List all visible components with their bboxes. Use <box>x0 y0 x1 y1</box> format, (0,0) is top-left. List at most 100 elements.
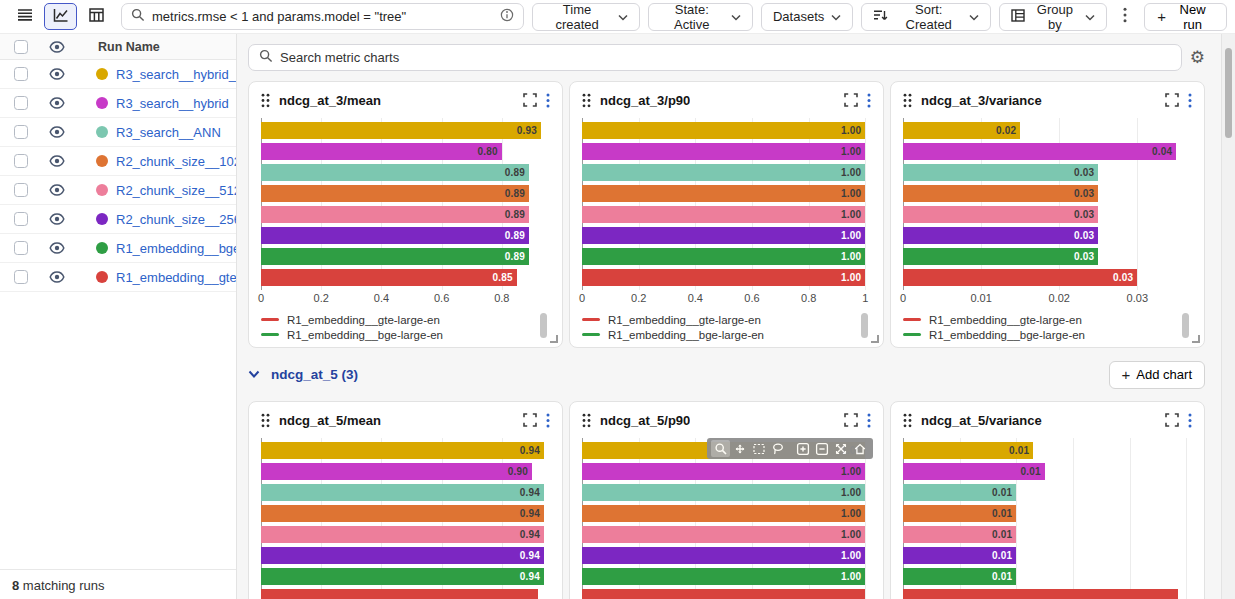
run-name-link[interactable]: R2_chunk_size__256 <box>116 212 236 227</box>
info-icon[interactable] <box>500 8 514 26</box>
chart-view-button[interactable] <box>44 3 77 30</box>
sort-dropdown[interactable]: Sort: Created <box>861 3 991 31</box>
legend-scrollbar-thumb[interactable] <box>1182 313 1189 338</box>
resize-handle[interactable] <box>871 335 879 343</box>
select-all-checkbox[interactable] <box>14 40 28 54</box>
vertical-scrollbar[interactable] <box>1221 34 1235 599</box>
datasets-dropdown[interactable]: Datasets <box>761 3 853 31</box>
expand-chart-icon[interactable] <box>844 93 858 107</box>
box-select-icon[interactable] <box>749 440 768 457</box>
bar: 1.00 <box>582 122 865 139</box>
zoom-out-icon[interactable] <box>812 440 831 457</box>
list-view-button[interactable] <box>8 3 41 30</box>
eye-icon[interactable] <box>48 242 66 254</box>
run-checkbox[interactable] <box>14 212 28 226</box>
chart-kebab-icon[interactable] <box>1188 93 1192 108</box>
legend-entry[interactable]: R1_embedding__gte-large-en <box>261 312 534 327</box>
expand-chart-icon[interactable] <box>1165 413 1179 427</box>
section-label[interactable]: ndcg_at_5 (3) <box>271 367 358 382</box>
resize-handle[interactable] <box>550 335 558 343</box>
legend-scrollbar-thumb[interactable] <box>861 313 868 338</box>
eye-icon[interactable] <box>48 213 66 225</box>
expand-chart-icon[interactable] <box>523 413 537 427</box>
legend-scrollbar-thumb[interactable] <box>540 313 547 338</box>
bar: 0.01 <box>903 442 1033 459</box>
legend-entry[interactable]: R1_embedding__bge-large-en <box>582 327 855 342</box>
group-by-dropdown[interactable]: Group by <box>999 3 1106 31</box>
bar: 0.01 <box>903 505 1016 522</box>
scrollbar-thumb[interactable] <box>1225 48 1232 138</box>
collapse-section-chevron-icon[interactable] <box>248 370 260 379</box>
zoom-in-icon[interactable] <box>793 440 812 457</box>
expand-chart-icon[interactable] <box>1165 93 1179 107</box>
autoscale-icon[interactable] <box>831 440 850 457</box>
bar-plot[interactable]: 1.001.001.001.001.001.001.001.00 <box>582 118 871 290</box>
eye-icon[interactable] <box>48 271 66 283</box>
eye-icon[interactable] <box>48 97 66 109</box>
run-checkbox[interactable] <box>14 183 28 197</box>
chart-kebab-icon[interactable] <box>867 413 871 428</box>
expand-chart-icon[interactable] <box>844 413 858 427</box>
time-created-dropdown[interactable]: Time created <box>532 3 640 31</box>
expand-chart-icon[interactable] <box>523 93 537 107</box>
bar-plot[interactable]: 1.001.001.001.001.001.001.00 <box>582 438 871 599</box>
legend-label: R1_embedding__bge-large-en <box>608 329 764 341</box>
gear-icon[interactable]: ⚙ <box>1190 49 1205 66</box>
matching-runs-footer: 8 matching runs <box>0 569 236 599</box>
chart-kebab-icon[interactable] <box>1188 413 1192 428</box>
plot-modebar <box>707 438 873 459</box>
eye-icon[interactable] <box>48 41 66 53</box>
run-row: R3_search__hybrid <box>0 89 236 118</box>
run-checkbox[interactable] <box>14 270 28 284</box>
run-checkbox[interactable] <box>14 96 28 110</box>
bar-plot[interactable]: 0.010.010.010.010.010.010.01 <box>903 438 1192 599</box>
run-checkbox[interactable] <box>14 154 28 168</box>
drag-handle-icon[interactable] <box>582 93 591 108</box>
resize-handle[interactable] <box>1192 335 1200 343</box>
add-chart-button[interactable]: + Add chart <box>1109 361 1205 389</box>
run-color-dot <box>96 155 108 167</box>
metric-charts-search-input[interactable]: Search metric charts <box>248 44 1182 71</box>
eye-icon[interactable] <box>48 126 66 138</box>
legend-entry[interactable]: R1_embedding__bge-large-en <box>261 327 534 342</box>
run-name-link[interactable]: R2_chunk_size__1024 <box>116 154 236 169</box>
run-name-link[interactable]: R1_embedding__bge-la... <box>116 241 236 256</box>
run-name-link[interactable]: R2_chunk_size__512 <box>116 183 236 198</box>
runs-search-input[interactable]: metrics.rmse < 1 and params.model = "tre… <box>121 3 524 30</box>
bar-plot[interactable]: 0.930.800.890.890.890.890.890.85 <box>261 118 550 290</box>
bar: 0.89 <box>261 206 529 223</box>
drag-handle-icon[interactable] <box>261 413 270 428</box>
reset-axes-icon[interactable] <box>850 440 869 457</box>
drag-handle-icon[interactable] <box>261 93 270 108</box>
new-run-button[interactable]: + New run <box>1144 3 1227 31</box>
bar-plot[interactable]: 0.940.900.940.940.940.940.94 <box>261 438 550 599</box>
zoom-icon[interactable] <box>711 440 730 457</box>
lasso-select-icon[interactable] <box>768 440 787 457</box>
run-name-link[interactable]: R3_search__hybrid_rer... <box>116 67 236 82</box>
drag-handle-icon[interactable] <box>903 93 912 108</box>
chart-title: ndcg_at_3/variance <box>921 93 1042 108</box>
search-icon <box>259 49 273 66</box>
legend-entry[interactable]: R1_embedding__gte-large-en <box>903 312 1176 327</box>
drag-handle-icon[interactable] <box>903 413 912 428</box>
chart-kebab-icon[interactable] <box>867 93 871 108</box>
run-checkbox[interactable] <box>14 125 28 139</box>
eye-icon[interactable] <box>48 184 66 196</box>
run-name-link[interactable]: R3_search__hybrid <box>116 96 229 111</box>
chart-kebab-icon[interactable] <box>546 93 550 108</box>
toolbar-kebab-menu[interactable] <box>1115 4 1137 30</box>
eye-icon[interactable] <box>48 68 66 80</box>
run-checkbox[interactable] <box>14 67 28 81</box>
chart-kebab-icon[interactable] <box>546 413 550 428</box>
legend-entry[interactable]: R1_embedding__bge-large-en <box>903 327 1176 342</box>
eye-icon[interactable] <box>48 155 66 167</box>
run-name-link[interactable]: R1_embedding__gte-lar... <box>116 270 236 285</box>
bar-plot[interactable]: 0.020.040.030.030.030.030.030.03 <box>903 118 1192 290</box>
drag-handle-icon[interactable] <box>582 413 591 428</box>
run-checkbox[interactable] <box>14 241 28 255</box>
state-filter-dropdown[interactable]: State: Active <box>648 3 753 31</box>
legend-entry[interactable]: R1_embedding__gte-large-en <box>582 312 855 327</box>
pan-icon[interactable] <box>730 440 749 457</box>
run-name-link[interactable]: R3_search__ANN <box>116 125 221 140</box>
table-view-button[interactable] <box>80 3 113 30</box>
